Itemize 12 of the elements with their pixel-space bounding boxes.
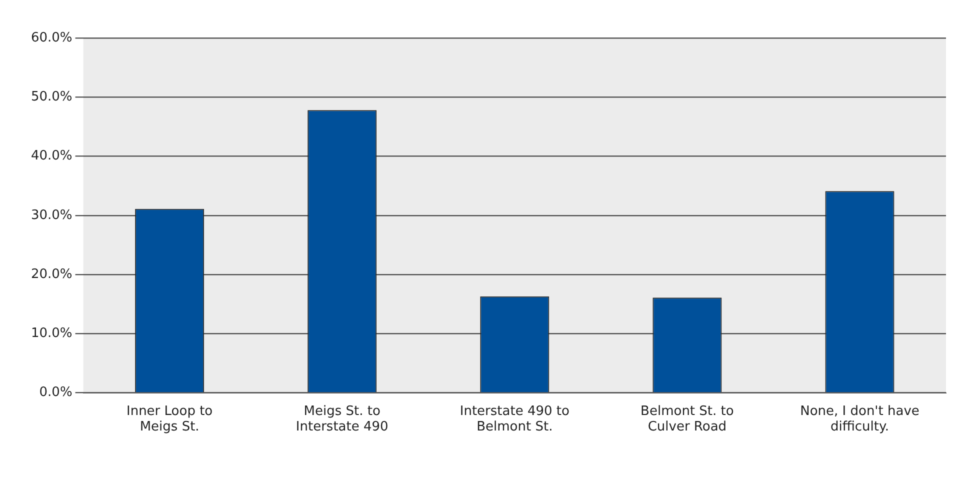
y-tick-label: 10.0% <box>30 326 72 342</box>
x-tick-label: Belmont St. to Culver Road <box>640 404 734 435</box>
x-tick-label: Meigs St. to Interstate 490 <box>296 404 388 435</box>
y-tick-label: 60.0% <box>30 30 72 46</box>
y-tick-label: 30.0% <box>30 208 72 223</box>
y-tick-label: 40.0% <box>30 148 72 164</box>
y-tick-label: 20.0% <box>30 266 72 282</box>
y-tick-label: 50.0% <box>30 90 72 105</box>
x-tick-label: Interstate 490 to Belmont St. <box>460 404 570 435</box>
x-tick-label: Inner Loop to Meigs St. <box>126 404 213 435</box>
y-tick-label: 0.0% <box>39 385 72 400</box>
x-tick-label: None, I don't have difficulty. <box>800 404 920 435</box>
